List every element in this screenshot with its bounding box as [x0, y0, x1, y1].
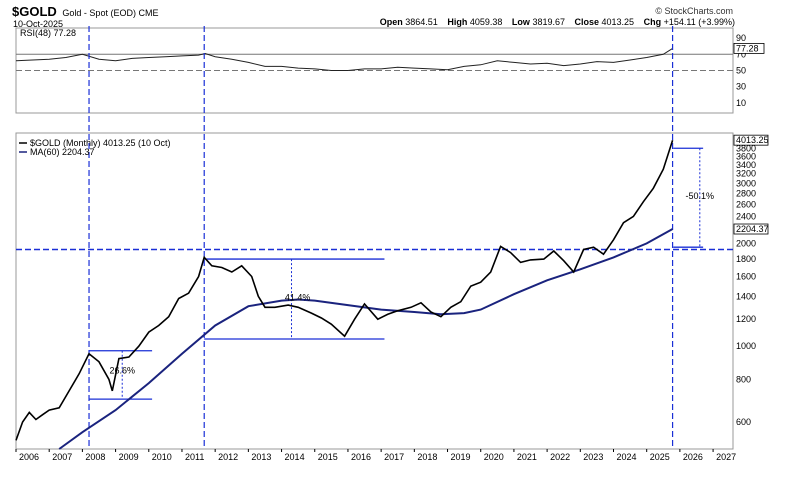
rsi-legend: RSI(48) 77.28: [20, 28, 76, 38]
x-tick-label: 2026: [683, 452, 703, 462]
high-value: 4059.38: [469, 17, 503, 27]
brand-label: © StockCharts.com: [655, 6, 733, 16]
x-tick-label: 2023: [583, 452, 603, 462]
x-tick-label: 2011: [185, 452, 204, 462]
x-tick-label: 2010: [152, 452, 172, 462]
low-value: 3819.67: [532, 17, 565, 27]
price-last-value: 4013.25: [736, 135, 769, 145]
close-label: Close: [574, 17, 600, 27]
ohlc-readout: Open 3864.51 High 4059.38 Low 3819.67 Cl…: [373, 17, 735, 27]
x-tick-label: 2007: [52, 452, 72, 462]
open-value: 3864.51: [405, 17, 438, 27]
symbol-description: Gold - Spot (EOD) CME: [62, 8, 159, 18]
price-y-tick-label: 2000: [736, 238, 756, 248]
open-label: Open: [379, 17, 403, 27]
ma-last-value: 2204.37: [736, 224, 769, 234]
rsi-last-value: 77.28: [736, 43, 759, 53]
rsi-line: [15, 47, 673, 71]
rsi-y-tick-label: 30: [736, 82, 746, 92]
x-tick-label: 2015: [318, 452, 338, 462]
symbol-text: $GOLD: [12, 4, 57, 19]
x-tick-label: 2013: [251, 452, 271, 462]
price-y-tick-label: 1000: [736, 341, 756, 351]
price-y-tick-label: 2800: [736, 189, 756, 199]
price-y-tick-label: 3000: [736, 178, 756, 188]
close-value: 4013.25: [601, 17, 635, 27]
ma60-line: [58, 228, 674, 450]
price-y-tick-label: 3200: [736, 169, 756, 179]
x-tick-label: 2019: [451, 452, 471, 462]
rsi-y-tick-label: 70: [736, 49, 746, 59]
chg-value: +154.11 (+3.99%): [663, 17, 735, 27]
chg-label: Chg: [643, 17, 662, 27]
x-tick-label: 2009: [119, 452, 139, 462]
x-tick-label: 2025: [650, 452, 670, 462]
x-tick-label: 2016: [351, 452, 371, 462]
x-tick-label: 2024: [617, 452, 637, 462]
x-tick-label: 2018: [417, 452, 437, 462]
price-y-tick-label: 1400: [736, 291, 756, 301]
rsi-panel-frame: [15, 27, 734, 114]
gold-price-line: [15, 139, 674, 441]
x-tick-label: 2012: [218, 452, 238, 462]
price-y-tick-label: 3600: [736, 151, 756, 161]
price-y-tick-label: 2600: [736, 200, 756, 210]
price-y-tick-label: 3800: [736, 143, 756, 153]
chart-symbol: $GOLD Gold - Spot (EOD) CME: [12, 4, 158, 19]
price-panel-frame: [15, 132, 734, 450]
rsi-y-tick-label: 50: [736, 66, 746, 76]
price-last-value-box: [733, 134, 769, 146]
price-legend: $GOLD (Monthly) 4013.25 (10 Oct): [30, 138, 171, 148]
price-y-tick-label: 1200: [736, 314, 756, 324]
price-y-tick-label: 1600: [736, 272, 756, 282]
price-y-tick-label: 1800: [736, 254, 756, 264]
low-label: Low: [511, 17, 530, 27]
high-label: High: [447, 17, 468, 27]
annotation-50-pct: -50.1%: [686, 191, 715, 201]
x-tick-label: 2006: [19, 452, 39, 462]
x-tick-label: 2027: [716, 452, 736, 462]
price-y-tick-label: 600: [736, 417, 751, 427]
price-y-tick-label: 3400: [736, 160, 756, 170]
price-y-tick-label: 2400: [736, 211, 756, 221]
rsi-y-tick-label: 90: [736, 33, 746, 43]
x-tick-label: 2021: [517, 452, 537, 462]
rsi-last-value-box: [733, 43, 765, 54]
x-tick-label: 2008: [85, 452, 105, 462]
x-tick-label: 2020: [484, 452, 504, 462]
x-tick-label: 2014: [285, 452, 305, 462]
price-y-tick-label: 800: [736, 374, 751, 384]
chart-date: 10-Oct-2025: [13, 19, 64, 29]
ma-legend: MA(60) 2204.37: [30, 147, 95, 157]
annotation-41-pct: 41.4%: [285, 292, 311, 302]
rsi-y-tick-label: 10: [736, 98, 746, 108]
ma-last-value-box: [733, 223, 769, 235]
x-tick-label: 2022: [550, 452, 570, 462]
annotation-26-pct: 26.6%: [109, 365, 135, 375]
x-tick-label: 2017: [384, 452, 404, 462]
